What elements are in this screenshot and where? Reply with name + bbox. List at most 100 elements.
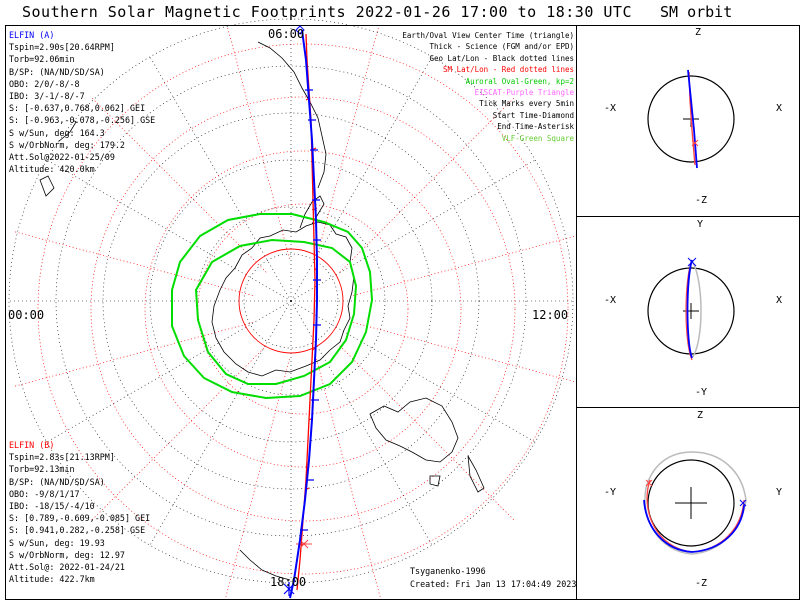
elfin-a-marker-xy [687,257,697,267]
earth-circle-xz [647,75,735,163]
orbit-yz-bottom-label: -Z [695,578,708,589]
elfin-b-info: ELFIN (B) Tspin=2.83s[21.13RPM] Torb=92.… [9,439,150,585]
clock-label-left: 00:00 [8,308,45,322]
geo-latlon-grid [9,26,573,583]
geo-meridian [290,159,536,302]
auroral-oval-inner [194,238,358,385]
info-line: OBO: -9/8/1/17 [9,488,80,499]
sm-latitude-circle [144,150,462,468]
sm-meridian [90,345,267,522]
info-line: Altitude: 420.0km [9,164,95,175]
elfin-a-info: ELFIN (A) Tspin=2.90s[20.64RPM] Torb=92.… [9,29,155,175]
sm-latitude-circle-solid [238,248,344,354]
orbit-ghost-xy [691,260,702,359]
geo-latitude-circle [196,206,386,396]
legend-item: End Time-Asterisk [497,122,574,132]
madagascar [39,175,55,197]
map-legend: Earth/Oval View Center Time (triangle) T… [402,30,574,144]
info-line: S w/Sun, deg: 164.3 [9,127,105,138]
elfin-a-orbit-yz [643,499,745,553]
orbit-xz-top-label: Z [695,27,702,38]
info-line: IBO: -18/15/-4/10 [9,501,95,512]
sm-meridian [226,26,290,259]
clock-label-top: 06:00 [268,27,305,41]
info-line: S: [-0.637,0.768,0.062] GEI [9,103,146,114]
elfin-a-orbit-xz [687,69,698,169]
sm-latitude-circle [37,43,569,575]
antarctica-coast [211,221,355,377]
indian-coast [239,549,291,581]
sm-meridian [339,345,516,522]
legend-item: VLF-Green Square [501,133,574,143]
orbit-title: SM orbit [660,3,733,21]
sm-meridian [13,322,253,387]
legend-item: Earth/Oval View Center Time (triangle) [402,31,574,40]
info-line: S w/OrbNorm, deg: 179.2 [9,139,125,150]
legend-item: Start Time-Diamond [492,110,574,120]
info-line: Altitude: 422.7km [9,574,95,585]
sm-meridian [316,26,380,259]
legend-item: Geo Lat/Lon - Black dotted lines [429,53,575,63]
geo-meridian [149,56,292,302]
sm-meridian [316,359,381,599]
australia-coast [369,397,459,463]
orbit-yz-left-label: -Y [604,487,617,498]
orbit-xz-content [647,69,735,169]
info-line: Att.Sol@2022-01-25/09 [9,152,115,163]
info-line: S: [0.789,-0.609,-0.085] GEI [9,513,151,524]
info-line: Tspin=2.83s[21.13RPM] [9,452,115,463]
model-name: Tsyganenko-1996 [410,566,486,576]
info-line: S w/OrbNorm, deg: 12.97 [9,549,125,560]
orbit-xy-top-label: Y [697,219,704,230]
info-line: S w/Sun, deg: 19.93 [9,537,105,548]
legend-item: Auroral Oval-Green, kp=2 [465,76,574,86]
info-line: B/SP: (NA/ND/SD/SA) [9,476,105,487]
elfin-a-name: ELFIN (A) [9,30,55,40]
orbit-xz-left-label: -X [604,103,617,114]
sm-meridian [339,96,516,273]
elfin-a-start-diamond [295,25,305,35]
info-line: B/SP: (NA/ND/SD/SA) [9,66,105,77]
legend-item: SM Lat/Lon - Red dotted lines [443,65,574,75]
geo-meridian [290,56,433,302]
orbit-xy-left-label: -X [604,295,617,306]
new-zealand [467,455,485,493]
elfin-a-tick-marks [300,89,321,531]
geo-latitude-circle [55,65,527,537]
geo-meridian [290,300,433,546]
info-line: S: [0.941,0.282,-0.258] GSE [9,525,146,536]
geo-meridian [149,300,292,546]
elfin-a-track [283,25,321,599]
orbit-xy-right-label: X [776,295,783,306]
orbit-xz-right-label: X [776,103,783,114]
sm-latlon-grid [13,26,576,599]
orbit-xz-bottom-label: -Z [695,195,708,206]
plot-title: Southern Solar Magnetic Footprints 2022-… [22,3,632,21]
geo-latitude-circle [243,253,339,349]
info-line: Tspin=2.90s[20.64RPM] [9,42,115,53]
elfin-a-end-asterisk [283,582,295,596]
legend-item: EISCAT-Purple Triangle [474,88,574,98]
auroral-oval-outer [171,213,374,400]
sm-meridian [90,96,267,273]
orbit-yz-right-label: Y [776,487,783,498]
orbit-xy-content [647,257,735,361]
legend-item: Thick - Science (FGM and/or EPD) [429,42,575,52]
geo-meridian [46,159,292,302]
orbit-yz-top-label: Z [697,410,704,421]
elfin-a-orbit-xy [686,259,693,359]
clock-label-bottom: 18:00 [270,575,307,589]
elfin-b-marker-xz [691,139,699,147]
elfin-a-marker-yz [739,499,747,507]
map-boundary [8,18,574,584]
clock-label-right: 12:00 [532,308,569,322]
orbit-xy-bottom-label: -Y [695,387,708,398]
elfin-b-marker-yz [645,479,653,487]
info-line: Torb=92.06min [9,54,75,65]
axis-cross-yz [675,487,707,519]
info-line: Att.Sol@: 2022-01-24/21 [9,562,125,573]
auroral-ovals [171,213,374,400]
geo-meridian [46,300,292,443]
